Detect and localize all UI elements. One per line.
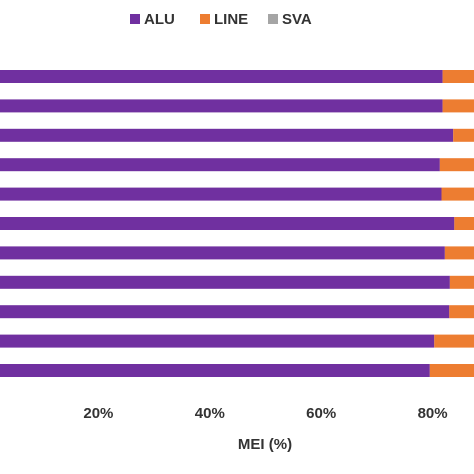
bar-line-row-2	[442, 99, 474, 113]
bar-alu-row-5	[0, 187, 442, 201]
bar-line-row-1	[442, 70, 474, 83]
legend-label-line: LINE	[214, 11, 248, 28]
x-tick-label-60: 60%	[306, 405, 336, 422]
bar-alu-row-1	[0, 70, 443, 83]
legend-label-sva: SVA	[282, 11, 312, 28]
legend-swatch-line	[200, 14, 210, 24]
bar-alu-row-8	[0, 275, 450, 289]
chart-legend: ALU LINE SVA	[130, 11, 312, 28]
bar-alu-row-11	[0, 364, 430, 377]
legend-swatch-alu	[130, 14, 140, 24]
x-tick-label-80: 80%	[418, 405, 448, 422]
bar-alu-row-2	[0, 99, 443, 113]
bar-line-row-8	[449, 275, 474, 289]
bar-line-row-4	[439, 158, 474, 172]
x-axis-ticks: 20% 40% 60% 80%	[83, 405, 447, 422]
bar-alu-row-6	[0, 217, 455, 230]
bar-alu-row-4	[0, 158, 440, 172]
bar-alu-row-3	[0, 128, 454, 142]
bar-line-row-9	[449, 305, 474, 319]
x-tick-label-20: 20%	[83, 405, 113, 422]
legend-label-alu: ALU	[144, 11, 175, 28]
bar-line-row-7	[444, 246, 474, 260]
bar-line-row-11	[429, 364, 474, 377]
bar-alu-row-10	[0, 334, 435, 348]
bar-line-row-5	[441, 187, 474, 201]
bar-line-row-3	[453, 128, 474, 142]
bars-group	[0, 70, 474, 377]
bar-line-row-10	[434, 334, 474, 348]
x-tick-label-40: 40%	[195, 405, 225, 422]
bar-line-row-6	[454, 217, 474, 230]
legend-swatch-sva	[268, 14, 278, 24]
x-axis-title: MEI (%)	[238, 436, 292, 453]
bar-alu-row-7	[0, 246, 445, 260]
bar-alu-row-9	[0, 305, 450, 319]
